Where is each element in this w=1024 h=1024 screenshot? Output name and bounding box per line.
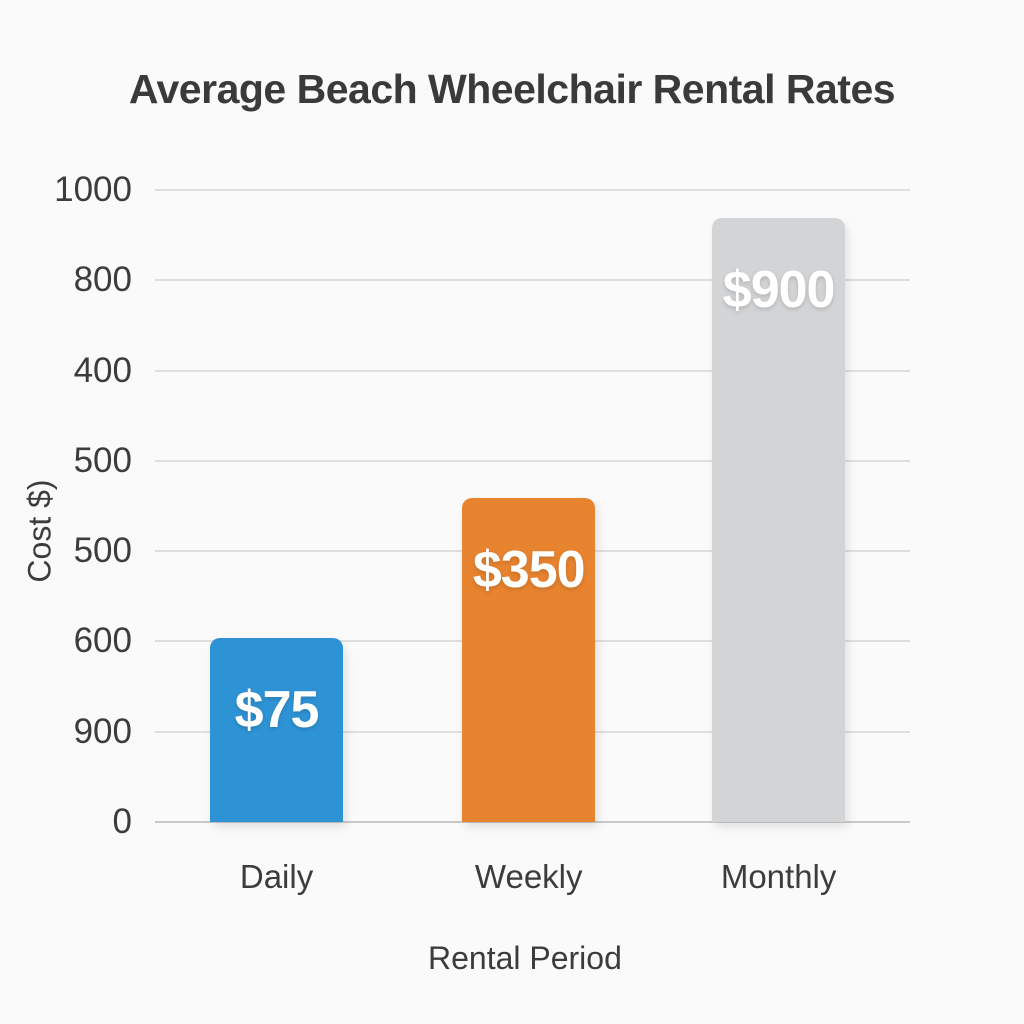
bar-value-label: $900 — [722, 261, 836, 319]
bar-weekly: $350 — [462, 498, 596, 822]
y-tick-label: 400 — [73, 350, 132, 390]
gridline — [155, 279, 910, 282]
y-tick-label: 500 — [73, 440, 132, 480]
y-tick-label: 900 — [73, 711, 132, 751]
plot-area: Rental Period $75 Daily $350 Weekly $900 Mont… — [155, 189, 910, 976]
y-tick-label: 500 — [73, 531, 132, 571]
gridline — [155, 189, 910, 191]
x-category-label-monthly: Monthly — [720, 858, 837, 895]
bar-value-label: $75 — [234, 681, 320, 739]
chart-title: Average Beach Wheelchair Rental Rates — [128, 66, 896, 112]
x-axis-title: Rental Period — [427, 940, 622, 976]
y-tick-label: 1000 — [54, 170, 132, 209]
y-tick-label: 0 — [112, 802, 132, 841]
bar-daily: $75 — [210, 638, 344, 822]
x-axis-baseline — [155, 821, 910, 823]
x-category-label-daily: Daily — [239, 858, 314, 895]
gridline — [155, 459, 910, 462]
bar-monthly: $900 — [712, 218, 846, 822]
bar-value-label: $350 — [472, 541, 586, 599]
y-tick-label: 800 — [73, 260, 132, 300]
x-category-label-weekly: Weekly — [474, 858, 583, 895]
y-axis-tick-labels: 1000 800 400 500 500 600 900 0 — [0, 170, 132, 841]
y-tick-label: 600 — [73, 621, 132, 661]
gridline — [155, 369, 910, 372]
